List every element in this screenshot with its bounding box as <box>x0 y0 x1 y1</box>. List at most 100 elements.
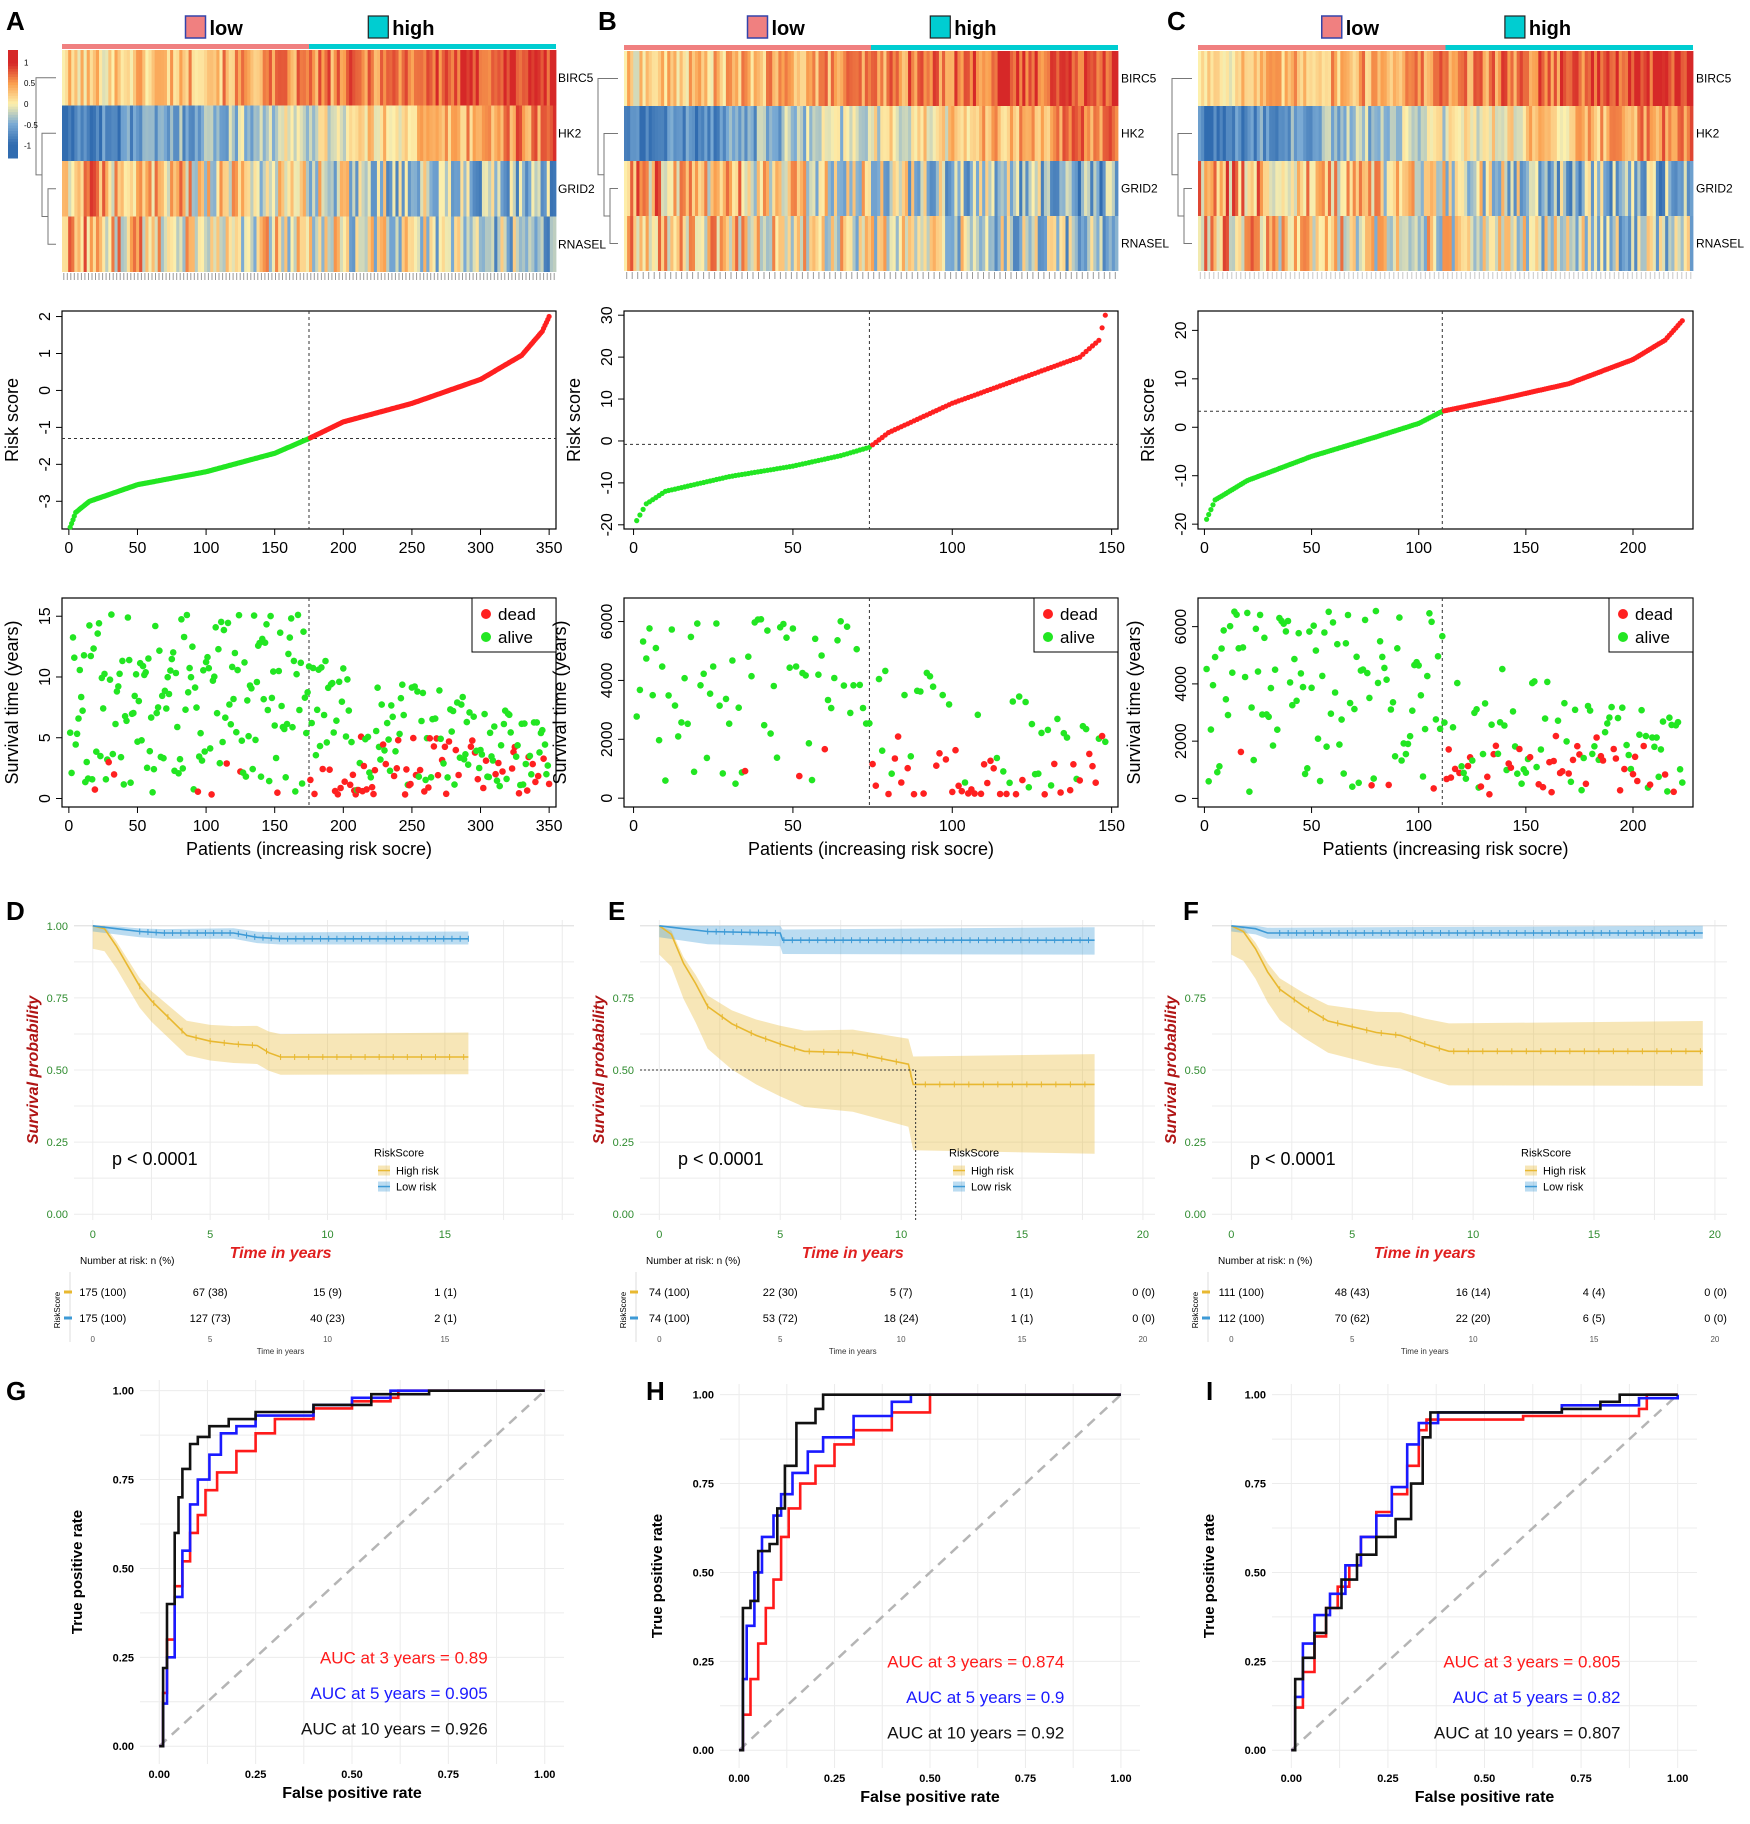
color-scale-step <box>8 82 18 86</box>
heatmap-cell <box>1241 161 1245 216</box>
heatmap-cell <box>1111 161 1116 216</box>
alive-point <box>1244 609 1251 617</box>
heatmap-cell <box>1451 216 1456 271</box>
risk-point <box>640 506 646 512</box>
alive-point <box>440 760 447 767</box>
risk-count-low: 0 (0) <box>1132 1313 1155 1325</box>
heatmap-cell <box>469 216 474 272</box>
heatmap-cell <box>877 216 881 271</box>
alive-point <box>1331 689 1339 696</box>
heatmap-cell <box>1457 216 1462 271</box>
heatmap-cell <box>429 161 433 217</box>
risk-count-high: 0 (0) <box>1704 1287 1727 1299</box>
heatmap-cell <box>1222 51 1227 106</box>
alive-point <box>1473 706 1480 713</box>
alive-point <box>1533 763 1540 771</box>
heatmap-cell <box>1244 51 1248 106</box>
heatmap-cell <box>1343 216 1347 271</box>
x-tick-label: 150 <box>1098 540 1125 557</box>
risk-count-low: 127 (73) <box>190 1313 231 1325</box>
heatmap-cell <box>213 105 217 161</box>
heatmap-cell <box>200 50 205 106</box>
heatmap-cell <box>210 50 214 106</box>
heatmap-cell <box>228 161 233 217</box>
heatmap-cell <box>114 161 118 217</box>
alive-point <box>1389 699 1397 706</box>
heatmap-cell <box>1062 216 1066 271</box>
heatmap-cell <box>1003 161 1008 216</box>
heatmap-cell <box>1634 216 1638 271</box>
heatmap-cell <box>1025 216 1029 271</box>
heatmap-cell <box>80 161 85 217</box>
heatmap-cell <box>1327 106 1332 161</box>
alive-point <box>1329 619 1337 626</box>
heatmap-cell <box>315 216 319 272</box>
heatmap-cell <box>324 161 328 217</box>
heatmap-cell <box>1513 106 1518 161</box>
heatmap-cell <box>762 161 767 216</box>
heatmap-cell <box>1331 106 1335 161</box>
heatmap-cell <box>1652 106 1657 161</box>
heatmap-cell <box>1259 161 1264 216</box>
heatmap-cell <box>735 106 739 161</box>
heatmap-cell <box>74 161 78 217</box>
alive-point <box>80 652 88 659</box>
heatmap-cell <box>398 50 403 106</box>
heatmap-cell <box>1665 161 1669 216</box>
heatmap-cell <box>818 106 822 161</box>
alive-point <box>231 649 239 657</box>
heatmap-cell <box>271 50 276 106</box>
dead-point <box>390 772 398 780</box>
heatmap-cell <box>1238 161 1242 216</box>
heatmap-cell <box>1084 216 1088 271</box>
heatmap-cell <box>1198 51 1202 106</box>
heatmap-cell <box>68 50 72 106</box>
heatmap-cell <box>1498 106 1502 161</box>
heatmap-cell <box>194 50 199 106</box>
alive-point <box>257 773 265 780</box>
y-tick-label: -2 <box>37 457 54 471</box>
heatmap-cell <box>1056 161 1060 216</box>
y-tick-label: 10 <box>1173 370 1190 388</box>
heatmap-cell <box>549 50 554 106</box>
x-tick-label: 50 <box>129 540 147 557</box>
heatmap-cell <box>1374 106 1378 161</box>
heatmap-cell <box>509 105 514 161</box>
heatmap-cell <box>1624 106 1629 161</box>
heatmap-cell <box>1108 216 1113 271</box>
heatmap-cell <box>985 161 989 216</box>
heatmap-cell <box>1420 161 1425 216</box>
heatmap-cell <box>1643 106 1647 161</box>
alive-point <box>329 679 336 687</box>
alive-point <box>286 634 294 641</box>
heatmap-cell <box>657 106 662 161</box>
heatmap-cell <box>281 216 285 272</box>
alive-point <box>1488 721 1495 728</box>
risk-time-tick: 5 <box>778 1335 783 1344</box>
heatmap-cell <box>126 216 131 272</box>
heatmap-cell <box>197 105 202 161</box>
heatmap-cell <box>182 50 186 106</box>
heatmap-cell <box>1300 51 1304 106</box>
heatmap-cell <box>979 106 983 161</box>
x-tick-label: 0 <box>1200 818 1209 835</box>
heatmap-cell <box>991 216 995 271</box>
heatmap-cell <box>410 161 415 217</box>
heatmap-cell <box>1028 51 1032 106</box>
heatmap-cell <box>1034 106 1039 161</box>
heatmap-cell <box>1281 161 1286 216</box>
alive-point <box>383 719 391 727</box>
alive-point <box>73 730 81 738</box>
heatmap-cell <box>698 106 702 161</box>
heatmap-cell <box>1566 161 1570 216</box>
alive-point <box>178 616 185 623</box>
heatmap-cell <box>756 216 761 271</box>
alive-point <box>197 729 204 737</box>
heatmap-cell <box>1575 51 1579 106</box>
heatmap-cell <box>1680 216 1685 271</box>
heatmap-cell <box>926 161 931 216</box>
heatmap-cell <box>914 216 918 271</box>
heatmap-cell <box>491 216 495 272</box>
heatmap-cell <box>552 216 557 272</box>
